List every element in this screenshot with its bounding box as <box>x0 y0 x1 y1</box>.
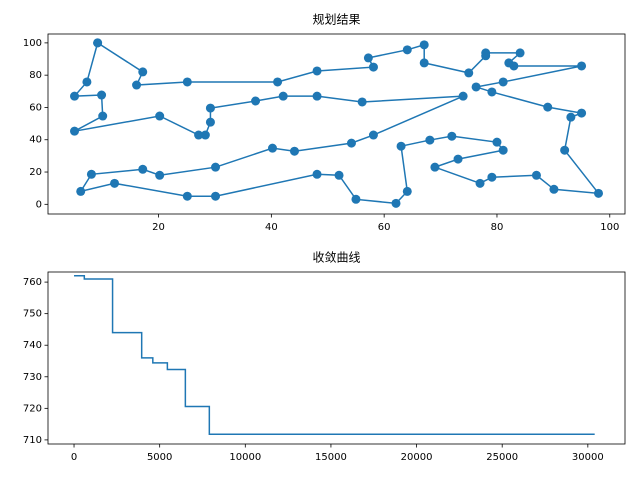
axes-frame <box>47 33 626 215</box>
data-point <box>402 45 412 55</box>
x-tick-label: 25000 <box>486 452 518 463</box>
data-point <box>549 184 559 194</box>
data-point <box>110 178 120 188</box>
data-point <box>70 126 80 136</box>
y-tick-label: 20 <box>29 167 42 178</box>
data-point <box>194 130 204 140</box>
y-tick-label: 730 <box>23 372 42 383</box>
data-point <box>155 170 165 180</box>
x-tick-label: 40 <box>265 222 278 233</box>
data-point <box>267 143 277 153</box>
data-point <box>98 111 108 121</box>
chart-title: 收敛曲线 <box>312 250 360 265</box>
data-point <box>251 96 261 106</box>
data-point <box>577 61 587 71</box>
data-point <box>430 162 440 172</box>
data-point <box>593 188 603 198</box>
data-point <box>93 38 103 48</box>
data-point <box>312 66 322 76</box>
y-tick-label: 80 <box>29 70 42 81</box>
chart-title: 规划结果 <box>312 12 360 27</box>
x-tick-label: 10000 <box>229 452 261 463</box>
data-point <box>155 111 165 121</box>
data-point <box>346 138 356 148</box>
data-point <box>205 117 215 127</box>
data-point <box>391 198 401 208</box>
data-line <box>74 275 595 435</box>
axes-frame <box>47 271 626 445</box>
data-point <box>471 82 481 92</box>
data-point <box>487 87 497 97</box>
data-point <box>363 53 373 63</box>
data-point <box>138 67 148 77</box>
data-point <box>453 154 463 164</box>
data-point <box>273 77 283 87</box>
x-tick-label: 60 <box>378 222 391 233</box>
y-tick-label: 100 <box>23 38 42 49</box>
data-point <box>419 40 429 50</box>
data-point <box>312 169 322 179</box>
y-tick-label: 720 <box>23 403 42 414</box>
data-point <box>86 169 96 179</box>
y-tick-label: 710 <box>23 435 42 446</box>
y-tick-label: 750 <box>23 309 42 320</box>
data-point <box>312 91 322 101</box>
y-tick-label: 40 <box>29 135 42 146</box>
data-point <box>368 62 378 72</box>
data-point <box>419 58 429 68</box>
data-point <box>447 131 457 141</box>
data-point <box>543 102 553 112</box>
data-point <box>200 130 210 140</box>
data-point <box>205 103 215 113</box>
data-point <box>182 77 192 87</box>
data-point <box>402 186 412 196</box>
data-point <box>351 194 361 204</box>
data-point <box>334 170 344 180</box>
data-point <box>509 61 519 71</box>
data-point <box>577 108 587 118</box>
y-tick-label: 60 <box>29 102 42 113</box>
data-line <box>72 42 601 205</box>
y-tick-label: 740 <box>23 340 42 351</box>
data-point <box>425 135 435 145</box>
data-point <box>97 90 107 100</box>
data-point <box>289 146 299 156</box>
data-point <box>70 91 80 101</box>
data-point <box>464 68 474 78</box>
x-tick-label: 100 <box>600 222 619 233</box>
data-point <box>492 137 502 147</box>
data-point <box>487 172 497 182</box>
y-tick-label: 760 <box>23 277 42 288</box>
data-point <box>498 77 508 87</box>
data-point <box>498 145 508 155</box>
x-tick-label: 15000 <box>315 452 347 463</box>
data-point <box>211 162 221 172</box>
y-tick-label: 0 <box>36 199 42 210</box>
x-tick-label: 30000 <box>572 452 604 463</box>
data-point <box>82 77 92 87</box>
data-point <box>132 80 142 90</box>
data-point <box>396 141 406 151</box>
x-tick-label: 20 <box>152 222 165 233</box>
data-point <box>357 97 367 107</box>
data-point <box>138 164 148 174</box>
data-point <box>531 170 541 180</box>
data-point <box>211 191 221 201</box>
data-point <box>368 130 378 140</box>
x-tick-label: 80 <box>491 222 504 233</box>
data-point <box>560 145 570 155</box>
data-point <box>481 48 491 58</box>
data-point <box>515 48 525 58</box>
data-point <box>475 178 485 188</box>
data-point <box>182 191 192 201</box>
data-point <box>458 91 468 101</box>
data-point <box>76 186 86 196</box>
x-tick-label: 5000 <box>147 452 172 463</box>
data-point <box>278 91 288 101</box>
x-tick-label: 0 <box>71 452 77 463</box>
x-tick-label: 20000 <box>401 452 433 463</box>
data-point <box>566 112 576 122</box>
